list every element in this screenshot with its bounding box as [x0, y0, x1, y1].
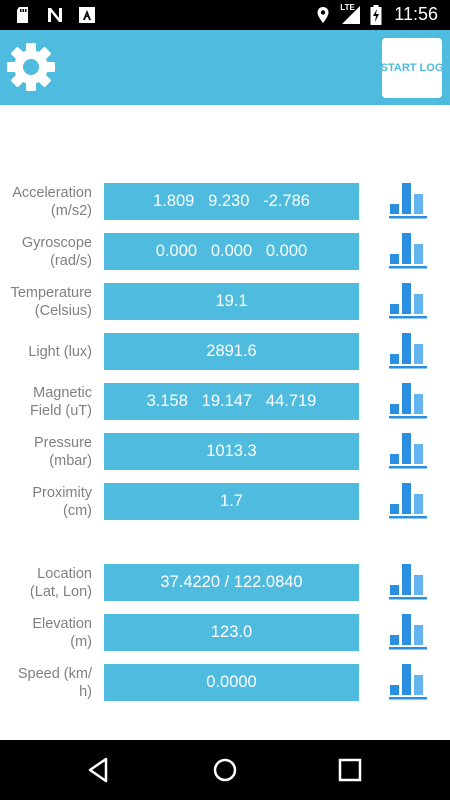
sensor-label: Proximity (cm) [0, 482, 92, 522]
sensor-row-light: Light (lux) 2891.6 [0, 332, 450, 382]
sensor-label: Acceleration (m/s2) [0, 182, 92, 222]
sensor-label-line1: Elevation [32, 616, 92, 632]
signal-indicator: LTE [340, 2, 362, 25]
signal-icon [342, 5, 361, 24]
sensor-value: 0.0000 [104, 664, 359, 701]
sensor-row-gyroscope: Gyroscope (rad/s) 0.000 0.000 0.000 [0, 232, 450, 282]
sensor-row-pressure: Pressure (mbar) 1013.3 [0, 432, 450, 482]
app-toolbar: START LOG [0, 30, 450, 105]
location-chart-icon[interactable] [388, 561, 428, 601]
sensor-label-line1: Pressure [33, 435, 92, 451]
sensor-label-line2: (cm) [63, 503, 92, 519]
sensor-label-line1: Light (lux) [28, 344, 92, 360]
sensor-label-line1: Speed (km/ [17, 666, 92, 682]
location-icon [317, 6, 329, 23]
sensor-value: 123.0 [104, 614, 359, 651]
sensor-label: Location (Lat, Lon) [0, 563, 92, 603]
magnetic-chart-icon[interactable] [388, 380, 428, 420]
sensor-label-line2: (m) [70, 634, 92, 650]
status-right-icons: LTE 11:56 [314, 2, 438, 25]
sensor-label: Gyroscope (rad/s) [0, 232, 92, 272]
n-notification-icon [48, 8, 62, 22]
battery-charging-icon [370, 4, 382, 25]
elevation-chart-icon[interactable] [388, 611, 428, 651]
sensor-row-magnetic: Magnetic Field (uT) 3.158 19.147 44.719 [0, 382, 450, 432]
sensor-label: Pressure (mbar) [0, 432, 92, 472]
sensor-label: Light (lux) [0, 332, 92, 372]
sensor-value: 0.000 0.000 0.000 [104, 233, 359, 270]
pressure-chart-icon[interactable] [388, 430, 428, 470]
sensor-label: Speed (km/h) [0, 663, 92, 703]
navigation-bar [0, 740, 450, 800]
sensor-label: Magnetic Field (uT) [0, 382, 92, 422]
sensor-row-acceleration: Acceleration (m/s2) 1.809 9.230 -2.786 [0, 182, 450, 232]
sensor-value: 1013.3 [104, 433, 359, 470]
sensor-value: 19.1 [104, 283, 359, 320]
a-notification-icon [79, 7, 95, 23]
acceleration-chart-icon[interactable] [388, 180, 428, 220]
sensor-label: Elevation (m) [0, 613, 92, 653]
sensor-value: 2891.6 [104, 333, 359, 370]
sensor-label-line1: Gyroscope [21, 235, 92, 251]
sensor-label-line2: h) [79, 684, 92, 700]
home-icon[interactable] [210, 755, 240, 785]
sensor-value: 1.809 9.230 -2.786 [104, 183, 359, 220]
temperature-chart-icon[interactable] [388, 280, 428, 320]
sensor-label-line1: Proximity [32, 485, 92, 501]
sensor-row-proximity: Proximity (cm) 1.7 [0, 482, 450, 532]
sensor-row-location: Location (Lat, Lon) 37.4220 / 122.0840 [0, 563, 450, 613]
speed-chart-icon[interactable] [388, 661, 428, 701]
sensor-label-line2: (rad/s) [50, 253, 92, 269]
sensor-label-line1: Location [37, 566, 92, 582]
sensor-label-line2: (m/s2) [50, 203, 92, 219]
light-chart-icon[interactable] [388, 330, 428, 370]
sensor-label-line2: (mbar) [49, 453, 92, 469]
sd-card-icon [17, 7, 28, 23]
status-left-icons [14, 6, 96, 24]
sensor-label-line2: (Celsius) [34, 303, 92, 319]
start-log-button[interactable]: START LOG [381, 38, 443, 98]
sensor-value: 1.7 [104, 483, 359, 520]
gear-icon[interactable] [6, 42, 56, 92]
proximity-chart-icon[interactable] [388, 480, 428, 520]
sensor-value: 37.4220 / 122.0840 [104, 564, 359, 601]
sensor-row-temperature: Temperature (Celsius) 19.1 [0, 282, 450, 332]
gyroscope-chart-icon[interactable] [388, 230, 428, 270]
sensor-label-line1: Acceleration [12, 185, 92, 201]
network-type: LTE [340, 2, 355, 12]
recents-icon[interactable] [335, 755, 365, 785]
sensor-label: Temperature (Celsius) [0, 282, 92, 322]
status-bar: LTE 11:56 [0, 0, 450, 30]
sensor-label-line2: (Lat, Lon) [29, 584, 92, 600]
status-time: 11:56 [394, 4, 438, 24]
sensor-label-line2: Field (uT) [29, 403, 92, 419]
sensor-row-elevation: Elevation (m) 123.0 [0, 613, 450, 663]
sensor-value: 3.158 19.147 44.719 [104, 383, 359, 420]
sensor-label-line1: Temperature [10, 285, 92, 301]
sensor-label-line1: Magnetic [33, 385, 92, 401]
back-icon[interactable] [84, 755, 114, 785]
sensor-row-speed: Speed (km/h) 0.0000 [0, 663, 450, 713]
